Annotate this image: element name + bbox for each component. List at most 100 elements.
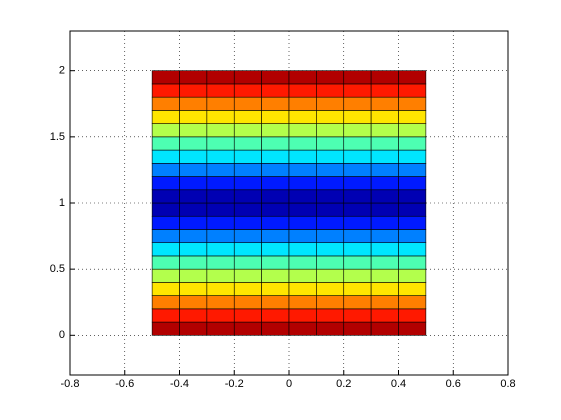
cell [179, 136, 208, 151]
cell [151, 163, 180, 177]
cell [233, 242, 262, 257]
cell [316, 189, 345, 204]
cell [316, 110, 345, 124]
cell [343, 96, 372, 111]
cell [151, 242, 180, 257]
cell [206, 176, 235, 191]
cell [179, 229, 208, 243]
cell [370, 136, 399, 151]
cell [233, 176, 262, 191]
cell [370, 149, 399, 164]
cell [151, 308, 180, 323]
cell [316, 215, 345, 230]
cell [179, 282, 208, 296]
cell [370, 242, 399, 257]
cell [261, 242, 290, 257]
cell [288, 149, 317, 164]
cell [233, 308, 262, 323]
cell [206, 83, 235, 98]
cell [233, 83, 262, 98]
cell [261, 70, 290, 85]
cell [206, 70, 235, 85]
cell [206, 268, 235, 283]
cell [233, 268, 262, 283]
cell [179, 295, 208, 310]
cell [233, 255, 262, 270]
cell [261, 123, 290, 138]
cell [179, 321, 208, 336]
cell [206, 215, 235, 230]
cell [179, 189, 208, 204]
cell [398, 308, 427, 323]
cell [343, 255, 372, 270]
cell [261, 215, 290, 230]
cell [343, 123, 372, 138]
axes-box [69, 30, 509, 376]
cell [398, 321, 427, 336]
cell [261, 110, 290, 124]
cell [288, 96, 317, 111]
cell [343, 295, 372, 310]
cell [370, 215, 399, 230]
cell [179, 110, 208, 124]
cell [151, 321, 180, 336]
cell [206, 96, 235, 111]
cell [343, 202, 372, 217]
cell [179, 242, 208, 257]
cell [233, 202, 262, 217]
x-tick-label: 0 [286, 378, 292, 390]
cell [316, 163, 345, 177]
cell [370, 308, 399, 323]
cell [233, 215, 262, 230]
y-tick-label: 1.5 [50, 131, 65, 143]
cell [343, 136, 372, 151]
cell [343, 189, 372, 204]
cell [206, 308, 235, 323]
cell [151, 202, 180, 217]
cell [398, 268, 427, 283]
x-tick-label: -0.8 [61, 378, 80, 390]
cell [288, 229, 317, 243]
cell [398, 83, 427, 98]
cell [206, 163, 235, 177]
x-tick-label: 0.4 [391, 378, 406, 390]
x-tick-label: 0.6 [446, 378, 461, 390]
cell [288, 136, 317, 151]
cell [151, 189, 180, 204]
cell [398, 189, 427, 204]
cell [288, 70, 317, 85]
cell [398, 96, 427, 111]
cell [261, 83, 290, 98]
cell [288, 83, 317, 98]
cell [288, 282, 317, 296]
cell [370, 123, 399, 138]
cell [398, 202, 427, 217]
cell [179, 308, 208, 323]
cell [343, 282, 372, 296]
cell [261, 308, 290, 323]
cell [343, 215, 372, 230]
cell [179, 163, 208, 177]
cell [288, 242, 317, 257]
cell [261, 282, 290, 296]
cell [370, 321, 399, 336]
cell [370, 176, 399, 191]
cell [370, 189, 399, 204]
cell [288, 215, 317, 230]
cell [398, 176, 427, 191]
cell [151, 83, 180, 98]
cell [151, 123, 180, 138]
y-tick-label: 0 [59, 329, 65, 341]
cell [398, 123, 427, 138]
cell [233, 163, 262, 177]
cell [151, 96, 180, 111]
cell [179, 96, 208, 111]
cell [343, 163, 372, 177]
cell [288, 295, 317, 310]
cell [233, 282, 262, 296]
cell [398, 110, 427, 124]
cell [179, 202, 208, 217]
x-tick-label: 0.8 [500, 378, 515, 390]
cell [343, 110, 372, 124]
